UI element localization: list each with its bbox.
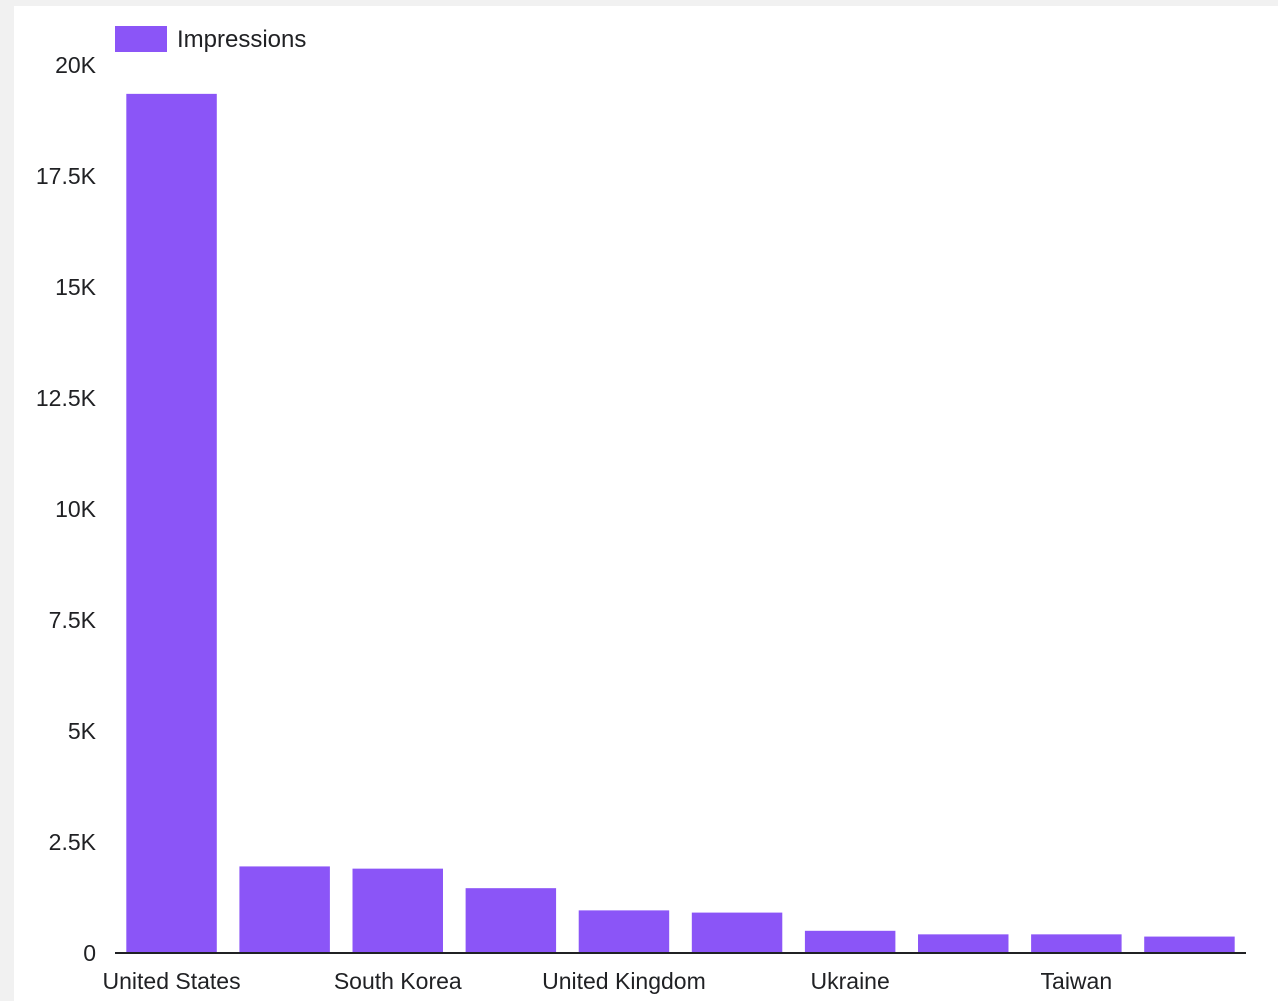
bar[interactable] bbox=[352, 868, 443, 953]
y-tick-label: 10K bbox=[55, 496, 97, 522]
x-axis-tick-labels: United States South Korea United Kingdom Uk… bbox=[103, 968, 1113, 994]
bar[interactable] bbox=[465, 888, 557, 953]
bar[interactable] bbox=[804, 930, 896, 953]
x-tick-label: United States bbox=[103, 968, 241, 994]
bar[interactable] bbox=[1144, 936, 1235, 953]
bar[interactable] bbox=[691, 912, 783, 953]
y-tick-label: 5K bbox=[68, 718, 97, 744]
bar[interactable] bbox=[239, 866, 330, 953]
chart-panel: Impressions 0 2.5K 5K 7.5K 10K 12.5K 15K 17.5K 2… bbox=[14, 6, 1278, 1001]
bar-chart: Impressions 0 2.5K 5K 7.5K 10K 12.5K 15K 17.5K 2… bbox=[36, 26, 1246, 994]
bar[interactable] bbox=[578, 910, 670, 953]
x-tick-label: Ukraine bbox=[811, 968, 890, 994]
bar[interactable] bbox=[126, 93, 217, 954]
x-tick-label: South Korea bbox=[334, 968, 462, 994]
y-tick-label: 0 bbox=[83, 940, 96, 966]
bar[interactable] bbox=[1031, 934, 1122, 953]
legend[interactable]: Impressions bbox=[115, 26, 306, 53]
y-tick-label: 2.5K bbox=[49, 829, 97, 855]
bar[interactable] bbox=[918, 934, 1009, 953]
x-tick-label: United Kingdom bbox=[542, 968, 706, 994]
bars bbox=[126, 93, 1235, 954]
y-tick-label: 20K bbox=[55, 52, 97, 78]
legend-label-impressions: Impressions bbox=[177, 26, 306, 53]
x-tick-label: Taiwan bbox=[1041, 968, 1113, 994]
legend-swatch-impressions bbox=[115, 26, 167, 52]
y-tick-label: 15K bbox=[55, 274, 97, 300]
y-tick-label: 12.5K bbox=[36, 385, 97, 411]
y-tick-label: 17.5K bbox=[36, 163, 97, 189]
y-tick-label: 7.5K bbox=[49, 607, 97, 633]
y-axis-tick-labels: 0 2.5K 5K 7.5K 10K 12.5K 15K 17.5K 20K bbox=[36, 52, 97, 966]
